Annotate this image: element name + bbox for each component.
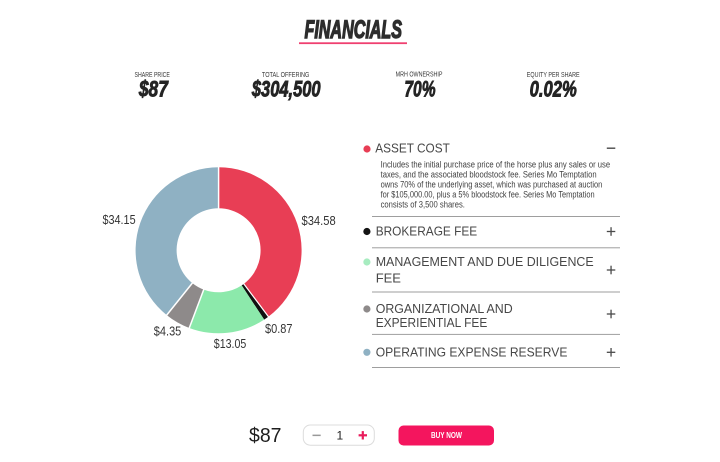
svg-text:TOTAL OFFERING: TOTAL OFFERING [262,70,310,79]
svg-text:$87: $87 [249,425,282,447]
svg-text:consists of 3,500 shares.: consists of 3,500 shares. [381,199,465,209]
svg-text:FEE: FEE [376,271,402,286]
svg-text:$34.58: $34.58 [302,213,336,228]
svg-text:ASSET COST: ASSET COST [375,141,450,156]
svg-text:taxes, and the associated bloo: taxes, and the associated bloodstock fee… [381,170,597,180]
svg-text:for $105,000.00, plus a 5% blo: for $105,000.00, plus a 5% bloodstock fe… [381,189,595,199]
svg-text:$13.05: $13.05 [214,336,247,351]
svg-text:owns 70% of the underlying ass: owns 70% of the underlying asset, which … [381,179,603,189]
svg-text:MRH OWNERSHIP: MRH OWNERSHIP [396,69,443,78]
svg-text:1: 1 [337,429,344,443]
svg-text:BUY NOW: BUY NOW [431,431,462,440]
svg-text:$304,500: $304,500 [251,76,321,101]
svg-text:MANAGEMENT AND DUE DILIGENCE: MANAGEMENT AND DUE DILIGENCE [376,254,594,269]
svg-text:$87: $87 [138,76,169,101]
svg-text:ORGANIZATIONAL AND: ORGANIZATIONAL AND [376,301,513,316]
svg-text:SHARE PRICE: SHARE PRICE [135,70,171,79]
svg-text:EXPERIENTIAL FEE: EXPERIENTIAL FEE [376,315,488,330]
svg-text:$34.15: $34.15 [103,212,136,227]
svg-text:BROKERAGE FEE: BROKERAGE FEE [376,224,478,239]
svg-text:EQUITY PER SHARE: EQUITY PER SHARE [527,70,580,79]
svg-text:$0.87: $0.87 [265,321,293,336]
svg-text:Includes the initial purchase: Includes the initial purchase price of t… [381,160,610,170]
svg-text:OPERATING EXPENSE RESERVE: OPERATING EXPENSE RESERVE [376,345,568,360]
svg-text:0.02%: 0.02% [530,76,577,101]
svg-text:70%: 70% [404,76,435,101]
svg-text:FINANCIALS: FINANCIALS [305,16,403,44]
svg-text:$4.35: $4.35 [154,323,182,338]
